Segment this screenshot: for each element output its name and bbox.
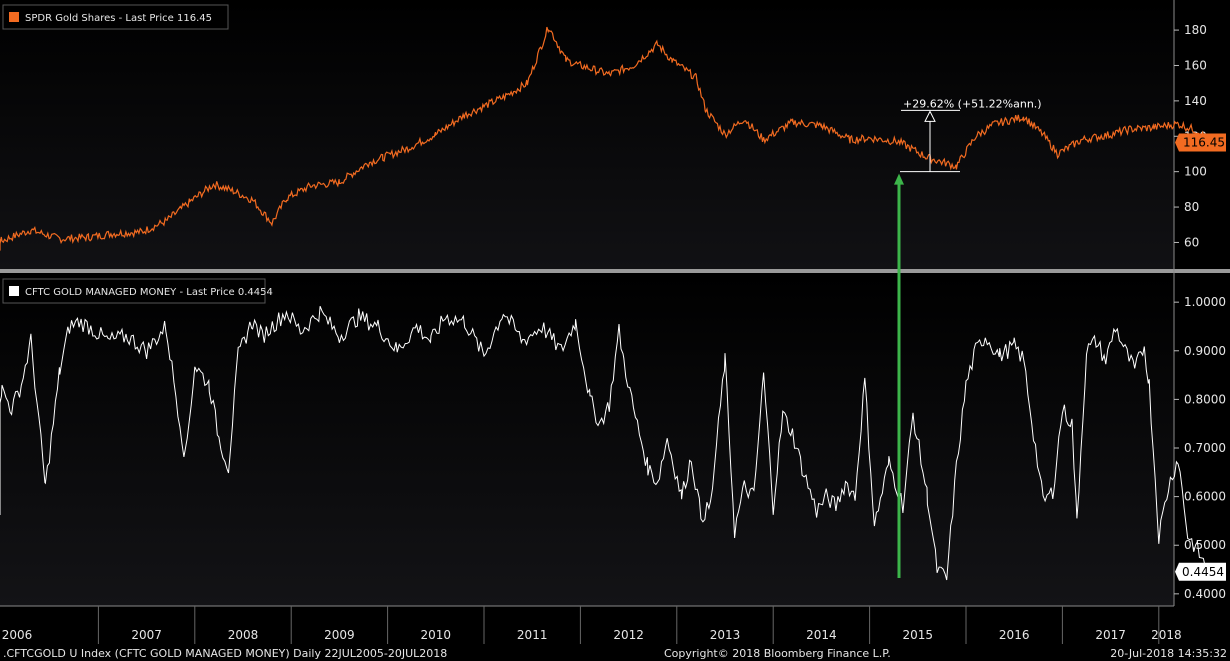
top-legend-box: [2, 4, 229, 30]
top-y-tick-label: 100: [1184, 165, 1207, 179]
x-tick-label: 2011: [517, 628, 548, 642]
x-tick-label: 2016: [999, 628, 1030, 642]
footer-bar: [0, 644, 1230, 661]
top-legend: SPDR Gold Shares - Last Price 116.45: [2, 4, 229, 30]
bottom-panel-background: [0, 273, 1174, 606]
annotation-arrowhead-icon: [924, 110, 936, 122]
gain-annotation: +29.62% (+51.22%ann.): [900, 97, 1042, 173]
top-legend-label: SPDR Gold Shares - Last Price 116.45: [25, 13, 212, 24]
cftc-last-value-label: 0.4454: [1182, 565, 1224, 579]
x-tick-label: 2013: [710, 628, 741, 642]
x-axis-labels: 2006 2007 2008 2009 2010 2011 2012 2013 2014 2015…: [2, 628, 1182, 642]
bottom-y-tick-label: 1.0000: [1184, 295, 1226, 309]
cftc-last-value-tag-shape: [1175, 562, 1226, 581]
x-tick-label: 2012: [613, 628, 644, 642]
footer-series-description: .CFTCGOLD U Index (CFTC GOLD MANAGED MON…: [3, 647, 447, 660]
x-tick-label: 2018: [1151, 628, 1182, 642]
top-panel-background: [0, 0, 1174, 269]
annotation-label: +29.62% (+51.22%ann.): [903, 97, 1042, 110]
cftc-last-value-tag: 0.4454: [1175, 562, 1226, 581]
bottom-y-tick-label: 0.6000: [1184, 490, 1226, 504]
x-tick-label: 2006: [2, 628, 33, 642]
year-separators: [97, 606, 1160, 644]
x-tick-label: 2014: [806, 628, 837, 642]
bottom-legend-swatch: [9, 286, 19, 296]
bottom-y-tick-label: 0.4000: [1184, 587, 1226, 601]
footer-copyright: Copyright© 2018 Bloomberg Finance L.P.: [664, 647, 891, 660]
top-y-tick-label: 160: [1184, 58, 1207, 72]
top-y-tick-label: 80: [1184, 200, 1199, 214]
x-tick-label: 2008: [228, 628, 259, 642]
gold-last-value-tag-shape: [1175, 133, 1226, 152]
gold-last-value-label: 116.45: [1183, 136, 1225, 150]
gold-last-value-tag: 116.45: [1175, 133, 1226, 152]
bottom-legend-label: CFTC GOLD MANAGED MONEY - Last Price 0.4…: [25, 287, 273, 298]
top-y-tick-label: 180: [1184, 23, 1207, 37]
bottom-y-axis: 1.0000 0.9000 0.8000 0.7000 0.6000 0.5000 0.40…: [1174, 295, 1226, 601]
bottom-y-tick-label: 0.9000: [1184, 344, 1226, 358]
bottom-legend-box: [2, 278, 266, 304]
green-arrow-icon: [894, 173, 904, 578]
top-legend-swatch: [9, 12, 19, 22]
bottom-legend: CFTC GOLD MANAGED MONEY - Last Price 0.4…: [2, 278, 273, 304]
top-y-tick-label: 140: [1184, 94, 1207, 108]
x-tick-label: 2017: [1095, 628, 1126, 642]
cftc-managed-money-series-line: [0, 306, 1213, 581]
gold-price-series-line: [0, 26, 1213, 251]
footer-timestamp: 20-Jul-2018 14:35:32: [1110, 647, 1227, 660]
green-arrowhead-icon: [894, 173, 904, 185]
x-tick-label: 2015: [903, 628, 934, 642]
x-tick-label: 2010: [421, 628, 452, 642]
bottom-y-tick-label: 0.7000: [1184, 441, 1226, 455]
x-tick-label: 2007: [131, 628, 162, 642]
bottom-y-tick-label: 0.5000: [1184, 538, 1226, 552]
x-axis-band: [0, 606, 1230, 644]
x-tick-label: 2009: [324, 628, 355, 642]
bottom-y-tick-label: 0.8000: [1184, 392, 1226, 406]
panel-separator: [0, 269, 1230, 273]
top-y-tick-label: 60: [1184, 235, 1199, 249]
